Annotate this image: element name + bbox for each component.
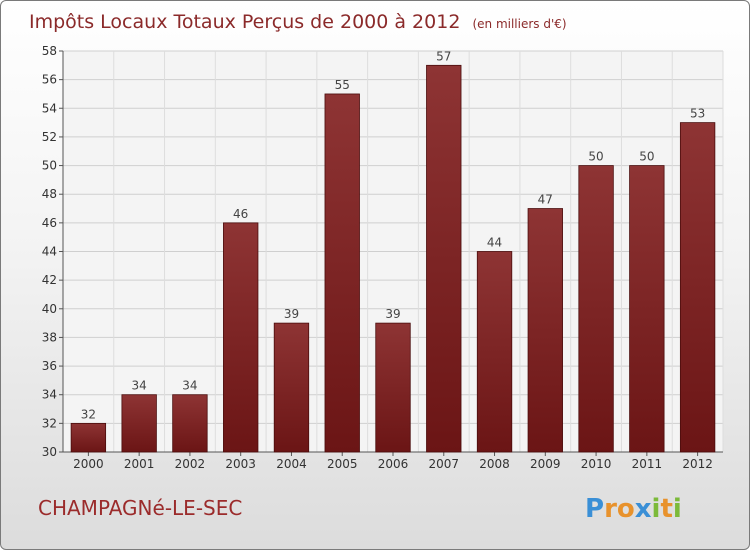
proxiti-logo: Proxiti bbox=[585, 494, 682, 524]
logo-letter: i bbox=[673, 494, 682, 524]
x-tick-label: 2008 bbox=[479, 457, 510, 471]
y-tick-label: 34 bbox=[42, 388, 57, 402]
logo-letter: P bbox=[585, 494, 604, 524]
logo-letter: r bbox=[604, 494, 617, 524]
y-tick-label: 46 bbox=[42, 216, 57, 230]
bar-2002 bbox=[172, 394, 208, 453]
bar-value-label: 44 bbox=[487, 236, 502, 250]
bar-2003 bbox=[223, 222, 259, 453]
x-tick-label: 2004 bbox=[276, 457, 307, 471]
y-tick-label: 56 bbox=[42, 73, 57, 87]
y-tick-label: 44 bbox=[42, 245, 57, 259]
logo-letter: o bbox=[617, 494, 635, 524]
x-tick-label: 2002 bbox=[175, 457, 206, 471]
bar-2005 bbox=[324, 93, 360, 453]
axis-layer: 30 32 34 36 38 40 42 44 46 48 50 52 54 56 58 2000 2001 20… bbox=[42, 44, 723, 471]
bar-value-label: 50 bbox=[588, 150, 603, 164]
bar-2001 bbox=[121, 394, 157, 453]
bar-2000 bbox=[70, 422, 107, 453]
bar-2004 bbox=[273, 322, 310, 453]
y-tick-label: 50 bbox=[42, 159, 57, 173]
bar-value-label: 55 bbox=[335, 78, 350, 92]
x-tick-label: 2009 bbox=[530, 457, 561, 471]
bar-layer bbox=[70, 64, 716, 453]
chart-unit-label: (en milliers d'€) bbox=[472, 17, 566, 31]
x-tick-label: 2007 bbox=[428, 457, 459, 471]
bar-value-label: 34 bbox=[132, 379, 147, 393]
bar-value-label: 47 bbox=[538, 193, 553, 207]
bar-2006 bbox=[375, 322, 411, 453]
y-tick-label: 38 bbox=[42, 330, 57, 344]
x-tick-label: 2010 bbox=[581, 457, 612, 471]
label-layer: 32 34 34 46 39 55 39 57 44 47 50 50 53 bbox=[81, 49, 706, 421]
bar-2011 bbox=[629, 165, 665, 453]
logo-letter: x bbox=[635, 494, 652, 524]
x-tick-label: 2006 bbox=[378, 457, 409, 471]
y-tick-label: 52 bbox=[42, 130, 57, 144]
bar-value-label: 39 bbox=[284, 307, 299, 321]
place-name: CHAMPAGNé-LE-SEC bbox=[38, 496, 242, 520]
y-tick-label: 32 bbox=[42, 416, 57, 430]
bar-value-label: 46 bbox=[233, 207, 248, 221]
y-tick-label: 36 bbox=[42, 359, 57, 373]
y-tick-label: 58 bbox=[42, 44, 57, 58]
logo-letter: i bbox=[652, 494, 661, 524]
y-tick-label: 40 bbox=[42, 302, 57, 316]
x-tick-label: 2005 bbox=[327, 457, 358, 471]
x-tick-label: 2000 bbox=[73, 457, 104, 471]
bar-value-label: 50 bbox=[639, 150, 654, 164]
x-tick-label: 2001 bbox=[124, 457, 155, 471]
bar-2009 bbox=[527, 208, 563, 453]
y-tick-label: 54 bbox=[42, 101, 57, 115]
bar-value-label: 39 bbox=[385, 307, 400, 321]
chart-title: Impôts Locaux Totaux Perçus de 2000 à 20… bbox=[29, 11, 567, 33]
y-tick-label: 42 bbox=[42, 273, 57, 287]
y-tick-label: 48 bbox=[42, 187, 57, 201]
bar-2008 bbox=[476, 251, 513, 453]
x-tick-label: 2012 bbox=[682, 457, 713, 471]
x-tick-label: 2003 bbox=[225, 457, 256, 471]
chart-title-main: Impôts Locaux Totaux Perçus de 2000 à 20… bbox=[29, 11, 460, 33]
bar-value-label: 34 bbox=[182, 379, 197, 393]
logo-letter: t bbox=[660, 494, 672, 524]
bar-2010 bbox=[578, 165, 614, 453]
y-tick-label: 30 bbox=[42, 445, 57, 459]
x-tick-label: 2011 bbox=[632, 457, 663, 471]
bar-2007 bbox=[426, 64, 462, 453]
bar-value-label: 57 bbox=[436, 49, 451, 63]
bar-2012 bbox=[679, 122, 716, 453]
bar-value-label: 32 bbox=[81, 407, 96, 421]
bar-value-label: 53 bbox=[690, 107, 705, 121]
